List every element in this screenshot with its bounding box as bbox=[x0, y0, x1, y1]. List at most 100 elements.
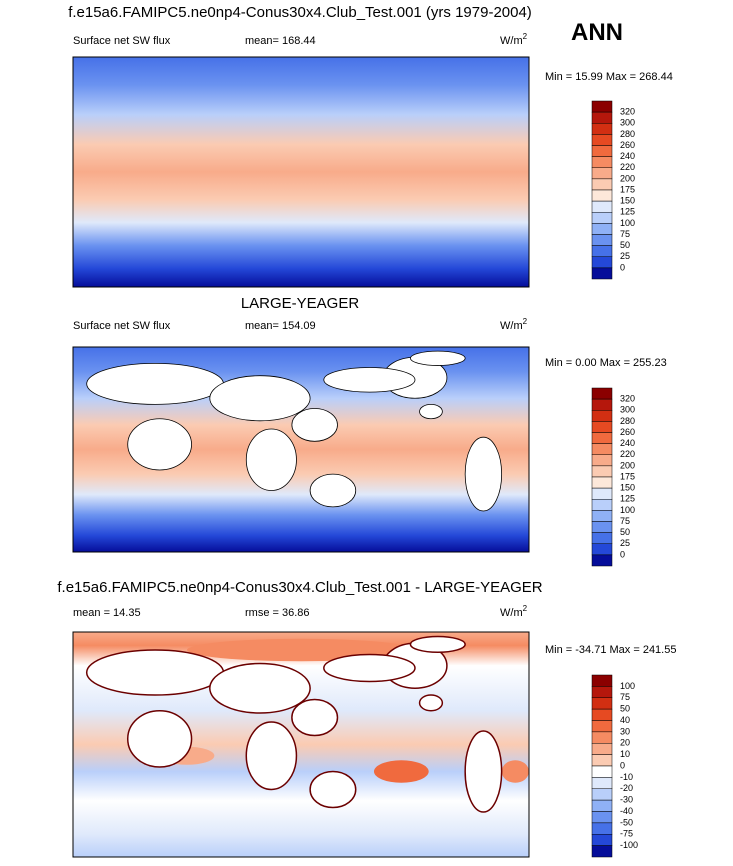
center-label: mean= 168.44 bbox=[245, 35, 316, 47]
colorbar-box bbox=[591, 754, 613, 767]
colorbar-box bbox=[591, 554, 613, 567]
colorbar-box bbox=[591, 443, 613, 455]
continent bbox=[309, 770, 357, 809]
map-frame bbox=[72, 56, 530, 288]
colorbar-label: 280 bbox=[620, 416, 635, 426]
panel-title: LARGE-YEAGER bbox=[241, 295, 360, 312]
minmax-label: Min = -34.71 Max = 241.55 bbox=[545, 644, 676, 656]
colorbar-label: 100 bbox=[620, 218, 635, 228]
continent bbox=[464, 436, 503, 512]
continent bbox=[245, 721, 298, 791]
minmax-label: Min = 0.00 Max = 255.23 bbox=[545, 357, 667, 369]
continent bbox=[419, 404, 443, 420]
left-label: Surface net SW flux bbox=[73, 320, 171, 332]
colorbar-label: -40 bbox=[620, 806, 633, 816]
colorbar-label: 200 bbox=[620, 460, 635, 470]
unit: W/m bbox=[500, 320, 523, 332]
colorbar-box bbox=[591, 111, 613, 124]
colorbar-label: 40 bbox=[620, 715, 630, 725]
continent bbox=[409, 635, 466, 653]
map-anomaly bbox=[501, 760, 529, 783]
colorbar-box bbox=[591, 765, 613, 778]
colorbar-box bbox=[591, 532, 613, 544]
continent bbox=[126, 710, 193, 768]
colorbar-label: 240 bbox=[620, 438, 635, 448]
colorbar-box bbox=[591, 777, 613, 789]
continent bbox=[410, 350, 466, 366]
continent bbox=[209, 662, 311, 714]
colorbar-label: 0 bbox=[620, 262, 625, 272]
colorbar-label: 280 bbox=[620, 129, 635, 139]
continent bbox=[323, 653, 416, 683]
colorbar-label: 320 bbox=[620, 107, 635, 117]
colorbar-label: 75 bbox=[620, 692, 630, 702]
continent bbox=[245, 428, 297, 491]
unit-sup: 2 bbox=[523, 317, 528, 326]
colorbar-box bbox=[591, 799, 613, 812]
colorbar-label: 75 bbox=[620, 516, 630, 526]
colorbar-label: 175 bbox=[620, 184, 635, 194]
colorbar-label: -75 bbox=[620, 829, 633, 839]
colorbar-box bbox=[591, 720, 613, 733]
left-label: mean = 14.35 bbox=[73, 607, 141, 619]
continent bbox=[464, 730, 503, 813]
colorbar-box bbox=[591, 697, 613, 710]
continent bbox=[86, 362, 224, 405]
colorbar-label: 25 bbox=[620, 251, 630, 261]
map-frame bbox=[72, 346, 530, 553]
colorbar-box bbox=[591, 156, 613, 168]
colorbar-box bbox=[591, 123, 613, 135]
colorbar-label: 200 bbox=[620, 173, 635, 183]
colorbar-label: 125 bbox=[620, 207, 635, 217]
colorbar-label: 220 bbox=[620, 162, 635, 172]
colorbar-label: 50 bbox=[620, 240, 630, 250]
colorbar-box bbox=[591, 432, 613, 444]
colorbar-box bbox=[591, 410, 613, 422]
colorbar-label: 260 bbox=[620, 140, 635, 150]
season-label: ANN bbox=[571, 19, 623, 46]
colorbar-box bbox=[591, 543, 613, 556]
colorbar-label: 0 bbox=[620, 760, 625, 770]
colorbar-box bbox=[591, 223, 613, 235]
colorbar-label: 175 bbox=[620, 471, 635, 481]
colorbar-box bbox=[591, 267, 613, 280]
colorbar-label: 75 bbox=[620, 229, 630, 239]
colorbar-label: 220 bbox=[620, 449, 635, 459]
center-label: rmse = 36.86 bbox=[245, 607, 310, 619]
colorbar-label: 30 bbox=[620, 726, 630, 736]
colorbar-box bbox=[591, 686, 613, 698]
colorbar-label: 50 bbox=[620, 527, 630, 537]
colorbar-label: -10 bbox=[620, 772, 633, 782]
map-field bbox=[73, 57, 529, 287]
unit-label: W/m2 bbox=[500, 604, 528, 619]
continent bbox=[291, 698, 339, 737]
colorbar-box bbox=[591, 465, 613, 478]
colorbar-box bbox=[591, 178, 613, 191]
colorbar-box bbox=[591, 398, 613, 411]
unit: W/m bbox=[500, 35, 523, 47]
colorbar-label: -20 bbox=[620, 783, 633, 793]
colorbar-label: -30 bbox=[620, 795, 633, 805]
continent bbox=[323, 367, 416, 393]
unit-label: W/m2 bbox=[500, 32, 528, 47]
colorbar-box bbox=[591, 708, 613, 721]
colorbar-box bbox=[591, 674, 613, 687]
colorbar-box bbox=[591, 245, 613, 257]
colorbar-label: 0 bbox=[620, 549, 625, 559]
colorbar-label: 300 bbox=[620, 405, 635, 415]
colorbar-box bbox=[591, 167, 613, 180]
continent bbox=[127, 418, 192, 471]
colorbar-label: 100 bbox=[620, 505, 635, 515]
panel-title: f.e15a6.FAMIPC5.ne0np4-Conus30x4.Club_Te… bbox=[57, 579, 542, 596]
minmax-label: Min = 15.99 Max = 268.44 bbox=[545, 71, 673, 83]
continent bbox=[209, 375, 311, 422]
colorbar-label: 240 bbox=[620, 151, 635, 161]
colorbar-box bbox=[591, 788, 613, 801]
center-label: mean= 154.09 bbox=[245, 320, 316, 332]
colorbar-box bbox=[591, 189, 613, 202]
colorbar-label: 25 bbox=[620, 538, 630, 548]
colorbar-box bbox=[591, 834, 613, 846]
colorbar-label: 320 bbox=[620, 394, 635, 404]
colorbar-box bbox=[591, 421, 613, 433]
